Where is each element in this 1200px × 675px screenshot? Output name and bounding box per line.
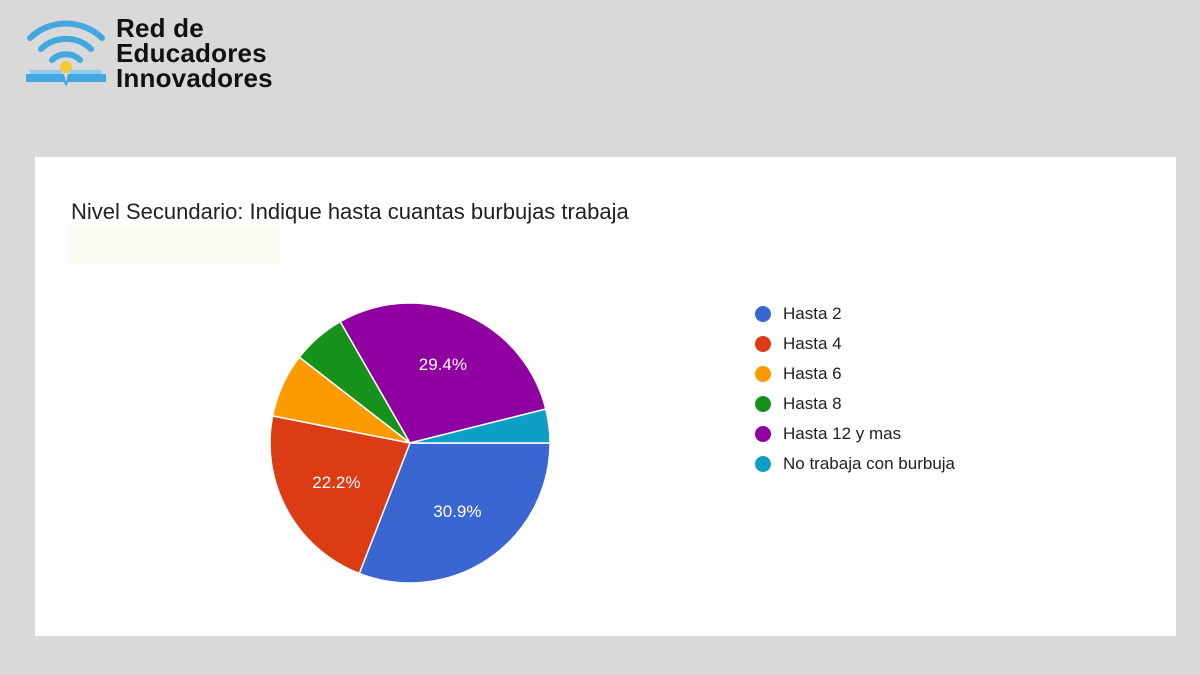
legend-item[interactable]: Hasta 6 [755, 359, 955, 389]
legend-label: Hasta 2 [783, 304, 842, 323]
legend-label: Hasta 6 [783, 364, 842, 383]
brand-name: Red de Educadores Innovadores [116, 13, 273, 93]
legend-label: Hasta 8 [783, 394, 842, 413]
pie-slice[interactable] [269, 415, 412, 575]
slice-data-label: 29.4% [419, 355, 467, 374]
legend-item[interactable]: Hasta 4 [755, 329, 955, 359]
wifi-book-icon [26, 20, 106, 87]
highlight-box [68, 225, 280, 265]
legend-swatch [755, 426, 771, 442]
pie-slice[interactable] [409, 408, 551, 444]
legend-item[interactable]: Hasta 12 y mas [755, 419, 955, 449]
legend-swatch [755, 336, 771, 352]
brand-line: Educadores [116, 38, 267, 68]
brand-line: Innovadores [116, 63, 273, 93]
legend-swatch [755, 396, 771, 412]
chart-title: Nivel Secundario: Indique hasta cuantas … [71, 199, 629, 224]
pie-slice[interactable] [339, 302, 547, 444]
pie-slice[interactable] [358, 442, 551, 584]
legend-item[interactable]: Hasta 2 [755, 299, 955, 329]
legend-item[interactable]: Hasta 8 [755, 389, 955, 419]
legend-swatch [755, 306, 771, 322]
brand-line: Red de [116, 13, 204, 43]
pie-chart: 30.9% 22.2% 29.4% [269, 302, 551, 584]
legend-item[interactable]: No trabaja con burbuja [755, 449, 955, 479]
legend-swatch [755, 366, 771, 382]
brand-logo: Red de Educadores Innovadores [22, 12, 312, 92]
chart-legend: Hasta 2 Hasta 4 Hasta 6 Hasta 8 Hasta 12 y m… [755, 299, 955, 479]
legend-label: Hasta 4 [783, 334, 842, 353]
legend-label: Hasta 12 y mas [783, 424, 902, 443]
slice-data-label: 22.2% [312, 473, 360, 492]
slice-data-label: 30.9% [433, 502, 481, 521]
legend-swatch [755, 456, 771, 472]
legend-label: No trabaja con burbuja [783, 454, 956, 473]
chart-card: Nivel Secundario: Indique hasta cuantas … [35, 157, 1176, 636]
